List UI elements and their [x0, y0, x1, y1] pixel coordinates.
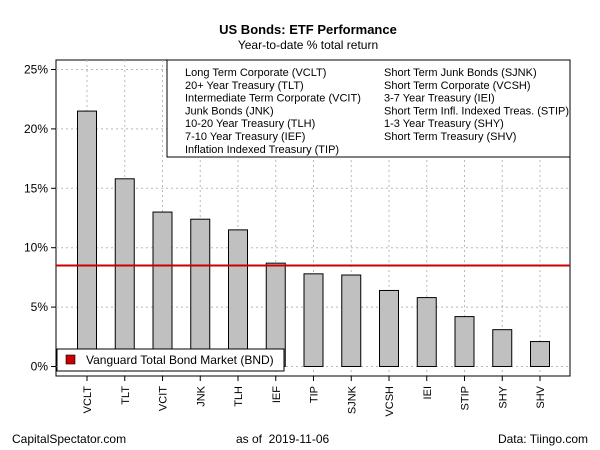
legend-entry: Short Term Junk Bonds (SJNK) [384, 67, 537, 79]
legend-entry: Intermediate Term Corporate (VCIT) [185, 93, 361, 105]
bar-iei [416, 297, 437, 367]
legend-entry: Inflation Indexed Treasury (TIP) [185, 144, 339, 156]
x-tick-label: VCLT [82, 386, 94, 414]
chart-subtitle: Year-to-date % total return [238, 38, 378, 52]
x-tick-label: VCSH [384, 386, 396, 417]
footer-data-source: Data: Tiingo.com [497, 432, 588, 446]
x-tick-label: SHY [497, 385, 509, 408]
legend-entry: 7-10 Year Treasury (IEF) [185, 131, 305, 143]
y-tick-label: 20% [24, 122, 48, 136]
x-tick-label: STIP [460, 386, 472, 410]
x-axis: VCLT TLT VCIT JNK TLH IEF TIP SJNK VCSH IEI STIP SH… [82, 375, 547, 417]
bar-vclt [77, 110, 97, 367]
bnd-legend: Vanguard Total Bond Market (BND) [56, 348, 285, 372]
legend-frame [166, 59, 571, 158]
legend-column-left: Long Term Corporate (VCLT)20+ Year Treas… [185, 67, 361, 156]
legend-box: Long Term Corporate (VCLT)20+ Year Treas… [166, 59, 571, 158]
x-tick-label: IEI [422, 386, 434, 399]
legend-entry: Short Term Treasury (SHV) [384, 131, 516, 143]
x-tick-label: JNK [195, 385, 207, 406]
y-tick-label: 0% [31, 359, 49, 373]
bars [77, 110, 550, 367]
x-tick-label: SJNK [346, 385, 358, 414]
legend-entry: Junk Bonds (JNK) [185, 105, 274, 117]
bnd-legend-label: Vanguard Total Bond Market (BND) [86, 353, 274, 367]
legend-entry: Short Term Infl. Indexed Treas. (STIP) [384, 105, 569, 117]
legend-entry: 20+ Year Treasury (TLT) [185, 80, 304, 92]
bar-stip [454, 316, 475, 367]
y-axis: 0% 5% 10% 15% 20% 25% [24, 63, 56, 373]
bar-shy [492, 329, 513, 367]
y-tick-label: 5% [31, 300, 49, 314]
x-tick-label: SHV [535, 385, 547, 408]
bar-tlt [114, 178, 135, 367]
bar-tip [303, 273, 324, 367]
legend-entry: Short Term Corporate (VCSH) [384, 80, 531, 92]
x-tick-label: TIP [309, 386, 321, 403]
legend-entry: Long Term Corporate (VCLT) [185, 67, 326, 79]
bar-jnk [190, 218, 211, 367]
legend-entry: 1-3 Year Treasury (SHY) [384, 118, 504, 130]
bar-shv [530, 341, 550, 367]
bnd-legend-frame [56, 348, 285, 372]
chart-title: US Bonds: ETF Performance [219, 22, 397, 37]
y-tick-label: 25% [24, 63, 48, 77]
bar-vcit [152, 211, 173, 367]
y-tick-label: 10% [24, 241, 48, 255]
footer-as-of: as of 2019-11-06 [236, 432, 330, 446]
legend-entry: 3-7 Year Treasury (IEI) [384, 93, 495, 105]
x-tick-label: IEF [271, 386, 283, 403]
x-tick-label: VCIT [158, 386, 170, 411]
x-tick-label: TLH [233, 386, 245, 407]
bar-tlh [228, 229, 248, 367]
legend-column-right: Short Term Junk Bonds (SJNK)Short Term C… [384, 67, 569, 143]
x-tick-label: TLT [120, 386, 132, 405]
footer-source-left: CapitalSpectator.com [12, 432, 127, 446]
legend-entry: 10-20 Year Treasury (TLH) [185, 118, 315, 130]
y-tick-label: 15% [24, 181, 48, 195]
bnd-legend-swatch [65, 354, 76, 365]
bar-sjnk [341, 274, 362, 367]
bar-vcsh [379, 289, 399, 367]
